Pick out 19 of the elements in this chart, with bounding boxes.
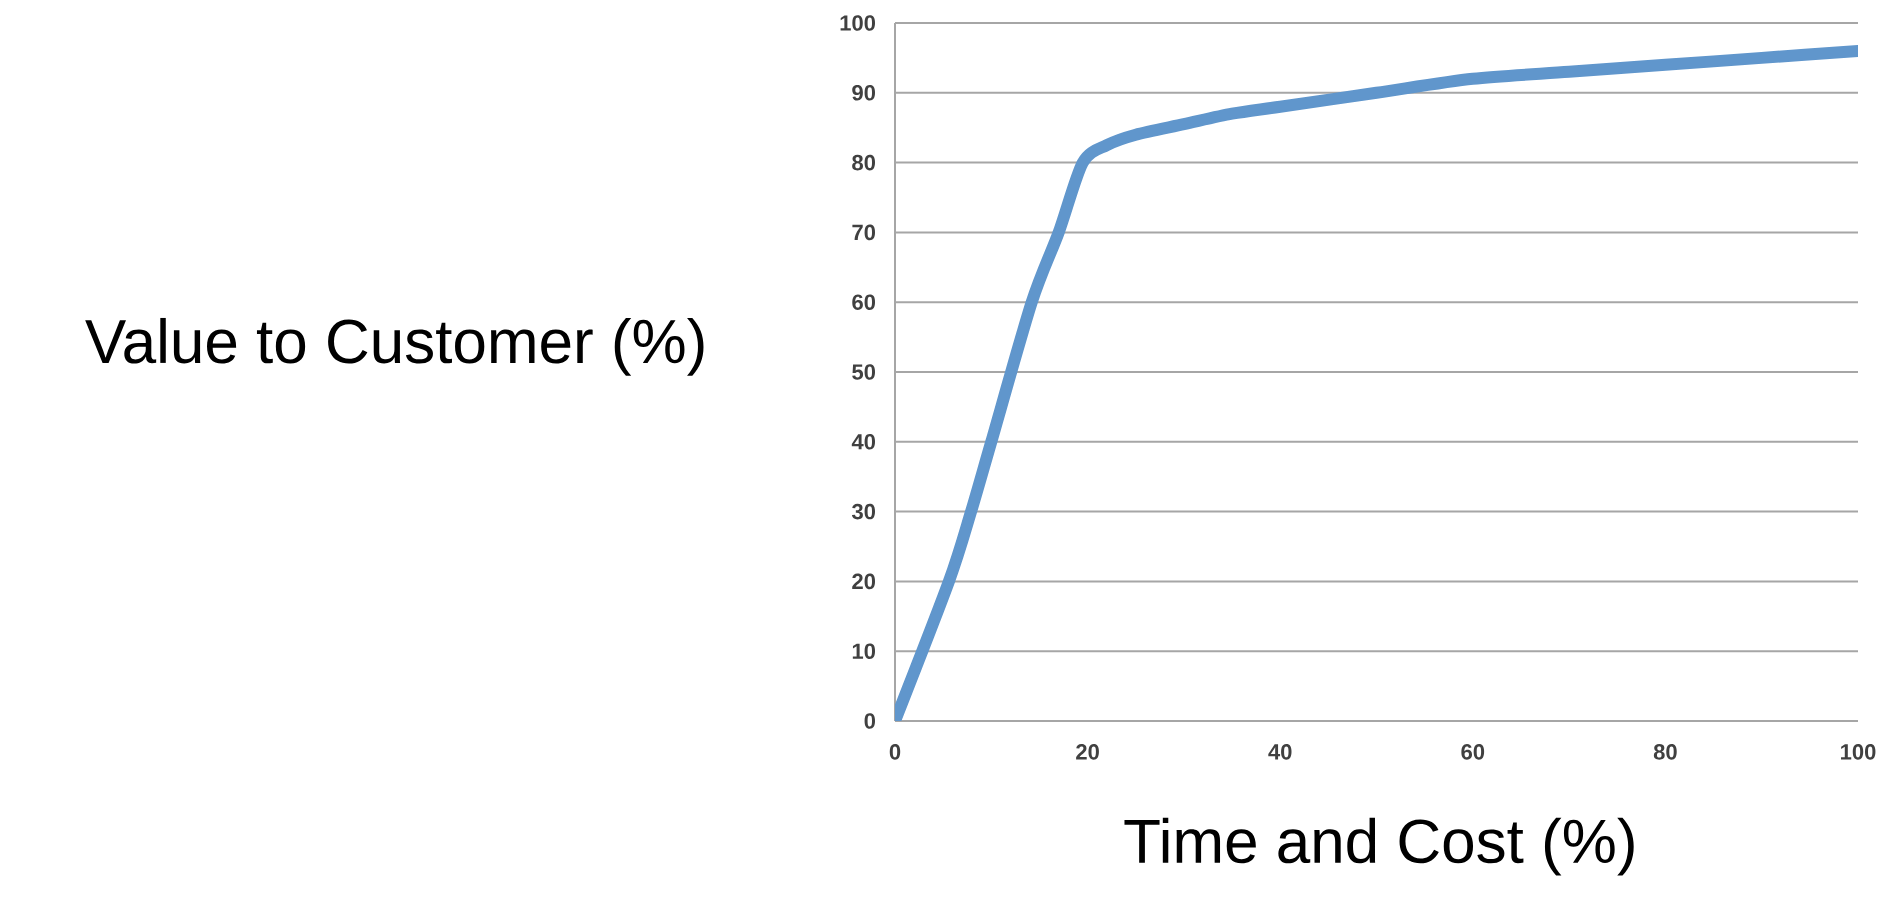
y-tick-label: 100 [840,15,876,31]
y-tick-label: 30 [851,503,876,520]
y-tick-label: 50 [852,364,876,380]
y-tick-label: 90 [852,85,876,101]
y-tick-label: 80 [852,154,876,171]
y-tick-label: 10 [852,643,876,659]
x-tick-label: 20 [1076,744,1099,760]
x-tick-label: 80 [1653,744,1677,760]
y-axis-title: Value to Customer (%) [85,317,704,376]
y-tick-label: 0 [864,713,876,729]
y-tick-label: 60 [852,294,876,310]
y-tick-label: 40 [851,434,876,450]
x-tick-label: 0 [889,744,901,760]
y-tick-label: 70 [852,224,876,241]
y-tick-label: 20 [852,573,876,590]
x-tick-label: 100 [1841,744,1876,760]
x-axis-title: Time and Cost (%) [1124,817,1634,876]
x-tick-label: 60 [1461,744,1485,760]
x-tick-label: 40 [1268,744,1292,760]
